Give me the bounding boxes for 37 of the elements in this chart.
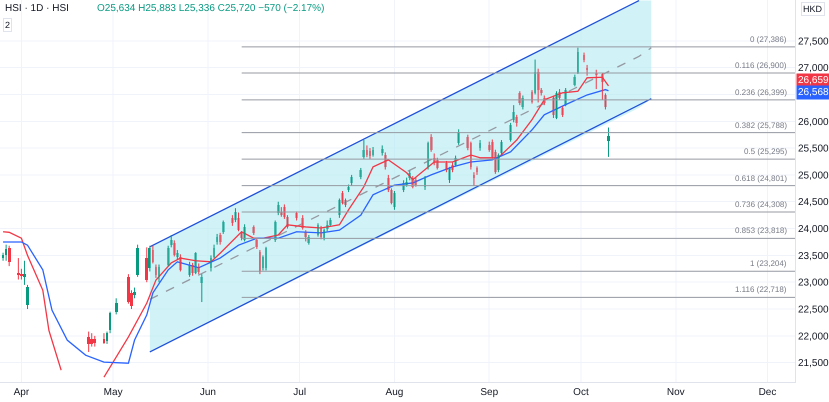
annotation: 2 [5,20,10,30]
text: HKD [803,4,822,14]
x-tick-label: Nov [666,387,685,398]
text: 26,568 [798,87,829,98]
ref-line-label: 0.5 (25,295) [744,147,788,156]
y-tick-label: 24,500 [798,197,829,208]
y-tick-label: 25,500 [798,144,829,155]
ref-line-label: 0.618 (24,801) [735,174,788,183]
x-tick-label: Jul [293,387,306,398]
y-tick-label: 23,000 [798,278,829,289]
ref-line-label: 0.736 (24,308) [735,200,788,209]
chart-subtitle: O25,634 H25,883 L25,336 C25,720 −570 (−2.17%) [97,3,324,14]
y-tick-label: 23,500 [798,250,829,262]
x-tick-label: Jun [200,387,216,398]
ref-line-label: 0 (27,386) [750,35,787,44]
x-tick-label: Aug [386,387,404,398]
ref-line-label: 0.382 (25,788) [735,121,788,130]
text: 26,659 [798,75,829,86]
chart-title: HSI · 1D · HSI [5,3,69,14]
ref-line-label: 0.236 (26,399) [735,88,788,97]
y-tick-label: 27,500 [798,36,829,48]
y-tick-label: 22,500 [798,304,829,316]
ref-line-label: 1 (23,204) [750,259,787,268]
y-tick-label: 22,000 [798,331,829,342]
x-tick-label: Apr [14,387,30,398]
y-tick-label: 27,000 [798,63,829,74]
x-tick-label: Oct [573,387,589,398]
y-tick-label: 24,000 [798,224,829,236]
ref-line-label: 0.853 (23,818) [735,226,788,235]
ref-line-label: 0.116 (26,900) [735,61,787,70]
y-tick-label: 25,000 [798,170,829,182]
y-tick-label: 26,000 [798,116,829,128]
x-tick-label: May [104,387,123,398]
y-tick-label: 21,500 [798,358,829,370]
x-tick-label: Sep [480,387,499,398]
x-tick-label: Dec [758,387,776,398]
ref-line-label: 1.116 (22,718) [735,285,787,294]
